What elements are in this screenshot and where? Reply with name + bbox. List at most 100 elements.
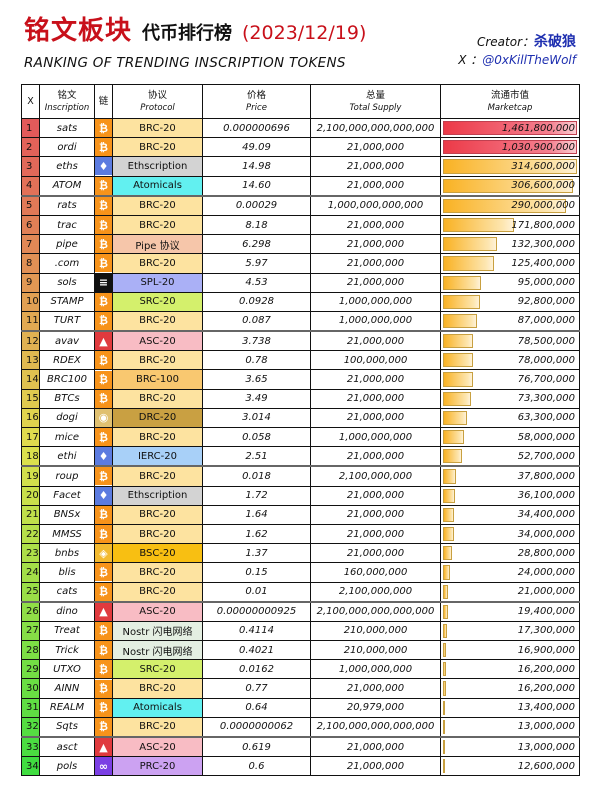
bitcoin-icon: ₿: [95, 370, 112, 389]
table-row[interactable]: 10 STAMP ₿ SRC-20 0.0928 1,000,000,000 92,800,…: [21, 291, 580, 312]
table-row[interactable]: 15 BTCs ₿ BRC-20 3.49 21,000,000 73,300,000: [21, 388, 580, 409]
marketcap-bar: [443, 256, 494, 271]
rank-cell: 8: [21, 253, 40, 274]
rank-cell: 30: [21, 678, 40, 699]
table-row[interactable]: 29 UTXO ₿ SRC-20 0.0162 1,000,000,000 16,200,0…: [21, 659, 580, 680]
ranking-table: X 铭文 Inscription 链 协议 Protocol 价格 Price 总量 T…: [21, 84, 580, 777]
table-row[interactable]: 8 .com ₿ BRC-20 5.97 21,000,000 125,400,000: [21, 253, 580, 274]
table-row[interactable]: 11 TURT ₿ BRC-20 0.087 1,000,000,000 87,000,00…: [21, 310, 580, 333]
marketcap-cell: 78,500,000: [440, 330, 580, 352]
table-row[interactable]: 14 BRC100 ₿ BRC-100 3.65 21,000,000 76,700,000: [21, 369, 580, 390]
supply-cell: 21,000,000: [310, 388, 441, 409]
rank-cell: 18: [21, 446, 40, 468]
supply-cell: 210,000,000: [310, 620, 441, 642]
bnb-icon: ◈: [95, 544, 112, 562]
table-row[interactable]: 13 RDEX ₿ BRC-20 0.78 100,000,000 78,000,000: [21, 350, 580, 371]
rank-cell: 23: [21, 543, 40, 564]
x-handle[interactable]: @0xKillTheWolf: [482, 53, 576, 67]
marketcap-cell: 16,200,000: [440, 659, 580, 680]
inscription-cell: RDEX: [39, 350, 95, 371]
inscription-cell: Trick: [39, 640, 95, 661]
protocol-cell: BRC-20: [112, 504, 203, 525]
rank-cell: 29: [21, 659, 40, 680]
table-row[interactable]: 26 dino ▲ ASC-20 0.00000000925 2,100,000,000,…: [21, 601, 580, 622]
table-row[interactable]: 31 REALM ₿ Atomicals 0.64 20,979,000 13,400,00…: [21, 697, 580, 718]
table-row[interactable]: 12 avav ▲ ASC-20 3.738 21,000,000 78,500,000: [21, 330, 580, 352]
polygon-icon: ∞: [95, 757, 112, 775]
protocol-cell: Pipe 协议: [112, 234, 203, 255]
table-row[interactable]: 16 dogi ◉ DRC-20 3.014 21,000,000 63,300,000: [21, 407, 580, 429]
table-row[interactable]: 5 rats ₿ BRC-20 0.00029 1,000,000,000,000 290,…: [21, 195, 580, 216]
bitcoin-icon: ₿: [95, 293, 112, 311]
col-protocol-en: Protocol: [140, 102, 175, 113]
table-row[interactable]: 2 ordi ₿ BRC-20 49.09 21,000,000 1,030,900,000: [21, 137, 580, 158]
marketcap-cell: 63,300,000: [440, 407, 580, 429]
marketcap-bar: [443, 740, 445, 755]
inscription-cell: .com: [39, 253, 95, 274]
marketcap-value: 17,300,000: [517, 625, 575, 637]
table-row[interactable]: 33 asct ▲ ASC-20 0.619 21,000,000 13,000,000: [21, 736, 580, 758]
title-date: (2023/12/19): [242, 22, 367, 44]
rank-cell: 10: [21, 291, 40, 312]
marketcap-value: 95,000,000: [517, 277, 575, 289]
table-row[interactable]: 25 cats ₿ BRC-20 0.01 2,100,000,000 21,000,000: [21, 581, 580, 603]
chain-cell: ₿: [94, 678, 113, 699]
protocol-cell: BRC-20: [112, 678, 203, 699]
chain-cell: ₿: [94, 562, 113, 583]
marketcap-bar: [443, 565, 450, 580]
price-cell: 8.18: [202, 214, 311, 236]
bitcoin-icon: ₿: [95, 216, 112, 234]
marketcap-value: 125,400,000: [511, 257, 575, 269]
supply-cell: 2,100,000,000,000,000: [310, 601, 441, 622]
marketcap-value: 13,400,000: [517, 702, 575, 714]
table-row[interactable]: 23 bnbs ◈ BSC-20 1.37 21,000,000 28,800,000: [21, 543, 580, 564]
table-row[interactable]: 4 ATOM ₿ Atomicals 14.60 21,000,000 306,600,00…: [21, 175, 580, 197]
inscription-cell: eths: [39, 156, 95, 177]
price-cell: 0.00000000925: [202, 601, 311, 622]
table-row[interactable]: 6 trac ₿ BRC-20 8.18 21,000,000 171,800,000: [21, 214, 580, 236]
table-row[interactable]: 27 Treat ₿ Nostr 闪电网络 0.4114 210,000,000 17,30…: [21, 620, 580, 642]
avalanche-icon: ▲: [95, 332, 112, 350]
table-row[interactable]: 18 ethi ♦ IERC-20 2.51 21,000,000 52,700,000: [21, 446, 580, 468]
marketcap-cell: 16,900,000: [440, 640, 580, 661]
table-row[interactable]: 1 sats ₿ BRC-20 0.000000696 2,100,000,000,000…: [21, 117, 580, 139]
table-row[interactable]: 21 BNSx ₿ BRC-20 1.64 21,000,000 34,400,000: [21, 504, 580, 525]
rank-cell: 32: [21, 716, 40, 738]
supply-cell: 2,100,000,000,000,000: [310, 716, 441, 738]
table-row[interactable]: 9 sols ≡ SPL-20 4.53 21,000,000 95,000,000: [21, 272, 580, 293]
marketcap-cell: 36,100,000: [440, 485, 580, 506]
bitcoin-icon: ₿: [95, 563, 112, 581]
inscription-cell: UTXO: [39, 659, 95, 680]
chain-cell: ₿: [94, 640, 113, 661]
table-row[interactable]: 34 pols ∞ PRC-20 0.6 21,000,000 12,600,000: [21, 756, 580, 777]
protocol-cell: BRC-20: [112, 310, 203, 333]
avalanche-icon: ▲: [95, 602, 112, 621]
chain-cell: ₿: [94, 310, 113, 333]
marketcap-value: 21,000,000: [517, 586, 575, 598]
table-row[interactable]: 3 eths ♦ Ethscription 14.98 21,000,000 314,600…: [21, 156, 580, 177]
marketcap-cell: 73,300,000: [440, 388, 580, 409]
table-row[interactable]: 30 AINN ₿ BRC-20 0.77 21,000,000 16,200,000: [21, 678, 580, 699]
table-row[interactable]: 28 Trick ₿ Nostr 闪电网络 0.4021 210,000,000 16,90…: [21, 640, 580, 661]
marketcap-bar: [443, 681, 447, 696]
marketcap-value: 78,000,000: [517, 354, 575, 366]
table-row[interactable]: 24 blis ₿ BRC-20 0.15 160,000,000 24,000,000: [21, 562, 580, 583]
inscription-cell: mice: [39, 426, 95, 448]
bitcoin-icon: ₿: [95, 235, 112, 253]
rank-cell: 1: [21, 117, 40, 139]
table-row[interactable]: 32 Sqts ₿ BRC-20 0.0000000062 2,100,000,000,0…: [21, 716, 580, 738]
marketcap-value: 306,600,000: [511, 180, 575, 192]
subtitle: RANKING OF TRENDING INSCRIPTION TOKENS: [24, 55, 346, 71]
table-row[interactable]: 7 pipe ₿ Pipe 协议 6.298 21,000,000 132,300,000: [21, 234, 580, 255]
marketcap-cell: 132,300,000: [440, 234, 580, 255]
marketcap-value: 132,300,000: [511, 238, 575, 250]
marketcap-cell: 13,000,000: [440, 736, 580, 758]
table-row[interactable]: 17 mice ₿ BRC-20 0.058 1,000,000,000 58,000,00…: [21, 426, 580, 448]
table-row[interactable]: 20 Facet ♦ Ethscription 1.72 21,000,000 36,100…: [21, 485, 580, 506]
marketcap-value: 34,400,000: [517, 509, 575, 521]
title-main: 铭文板块: [24, 16, 133, 46]
table-row[interactable]: 19 roup ₿ BRC-20 0.018 2,100,000,000 37,800,00…: [21, 465, 580, 487]
table-row[interactable]: 22 MMSS ₿ BRC-20 1.62 21,000,000 34,000,000: [21, 523, 580, 545]
chain-cell: ₿: [94, 350, 113, 371]
inscription-cell: rats: [39, 195, 95, 216]
